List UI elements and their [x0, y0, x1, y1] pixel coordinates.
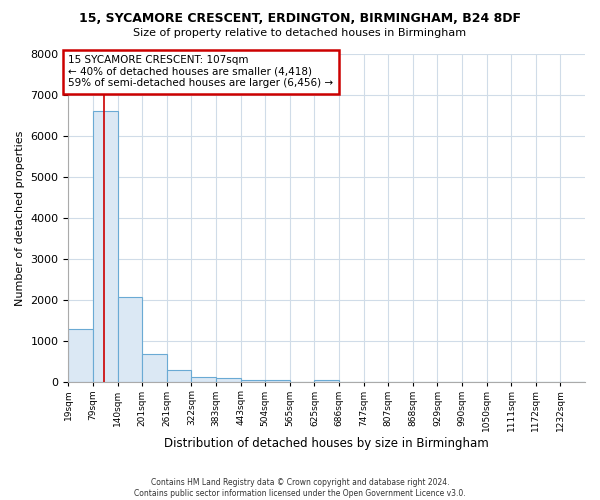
- Text: Contains HM Land Registry data © Crown copyright and database right 2024.
Contai: Contains HM Land Registry data © Crown c…: [134, 478, 466, 498]
- Bar: [191, 376, 216, 382]
- Text: Size of property relative to detached houses in Birmingham: Size of property relative to detached ho…: [133, 28, 467, 38]
- Bar: [265, 380, 290, 382]
- Bar: [241, 380, 265, 382]
- Bar: [118, 297, 142, 382]
- Y-axis label: Number of detached properties: Number of detached properties: [15, 130, 25, 306]
- Text: 15, SYCAMORE CRESCENT, ERDINGTON, BIRMINGHAM, B24 8DF: 15, SYCAMORE CRESCENT, ERDINGTON, BIRMIN…: [79, 12, 521, 26]
- Bar: [167, 370, 191, 382]
- Bar: [314, 380, 339, 382]
- Bar: [142, 354, 167, 382]
- Bar: [68, 329, 93, 382]
- Text: 15 SYCAMORE CRESCENT: 107sqm
← 40% of detached houses are smaller (4,418)
59% of: 15 SYCAMORE CRESCENT: 107sqm ← 40% of de…: [68, 55, 334, 88]
- Bar: [216, 378, 241, 382]
- Bar: [93, 112, 118, 382]
- X-axis label: Distribution of detached houses by size in Birmingham: Distribution of detached houses by size …: [164, 437, 489, 450]
